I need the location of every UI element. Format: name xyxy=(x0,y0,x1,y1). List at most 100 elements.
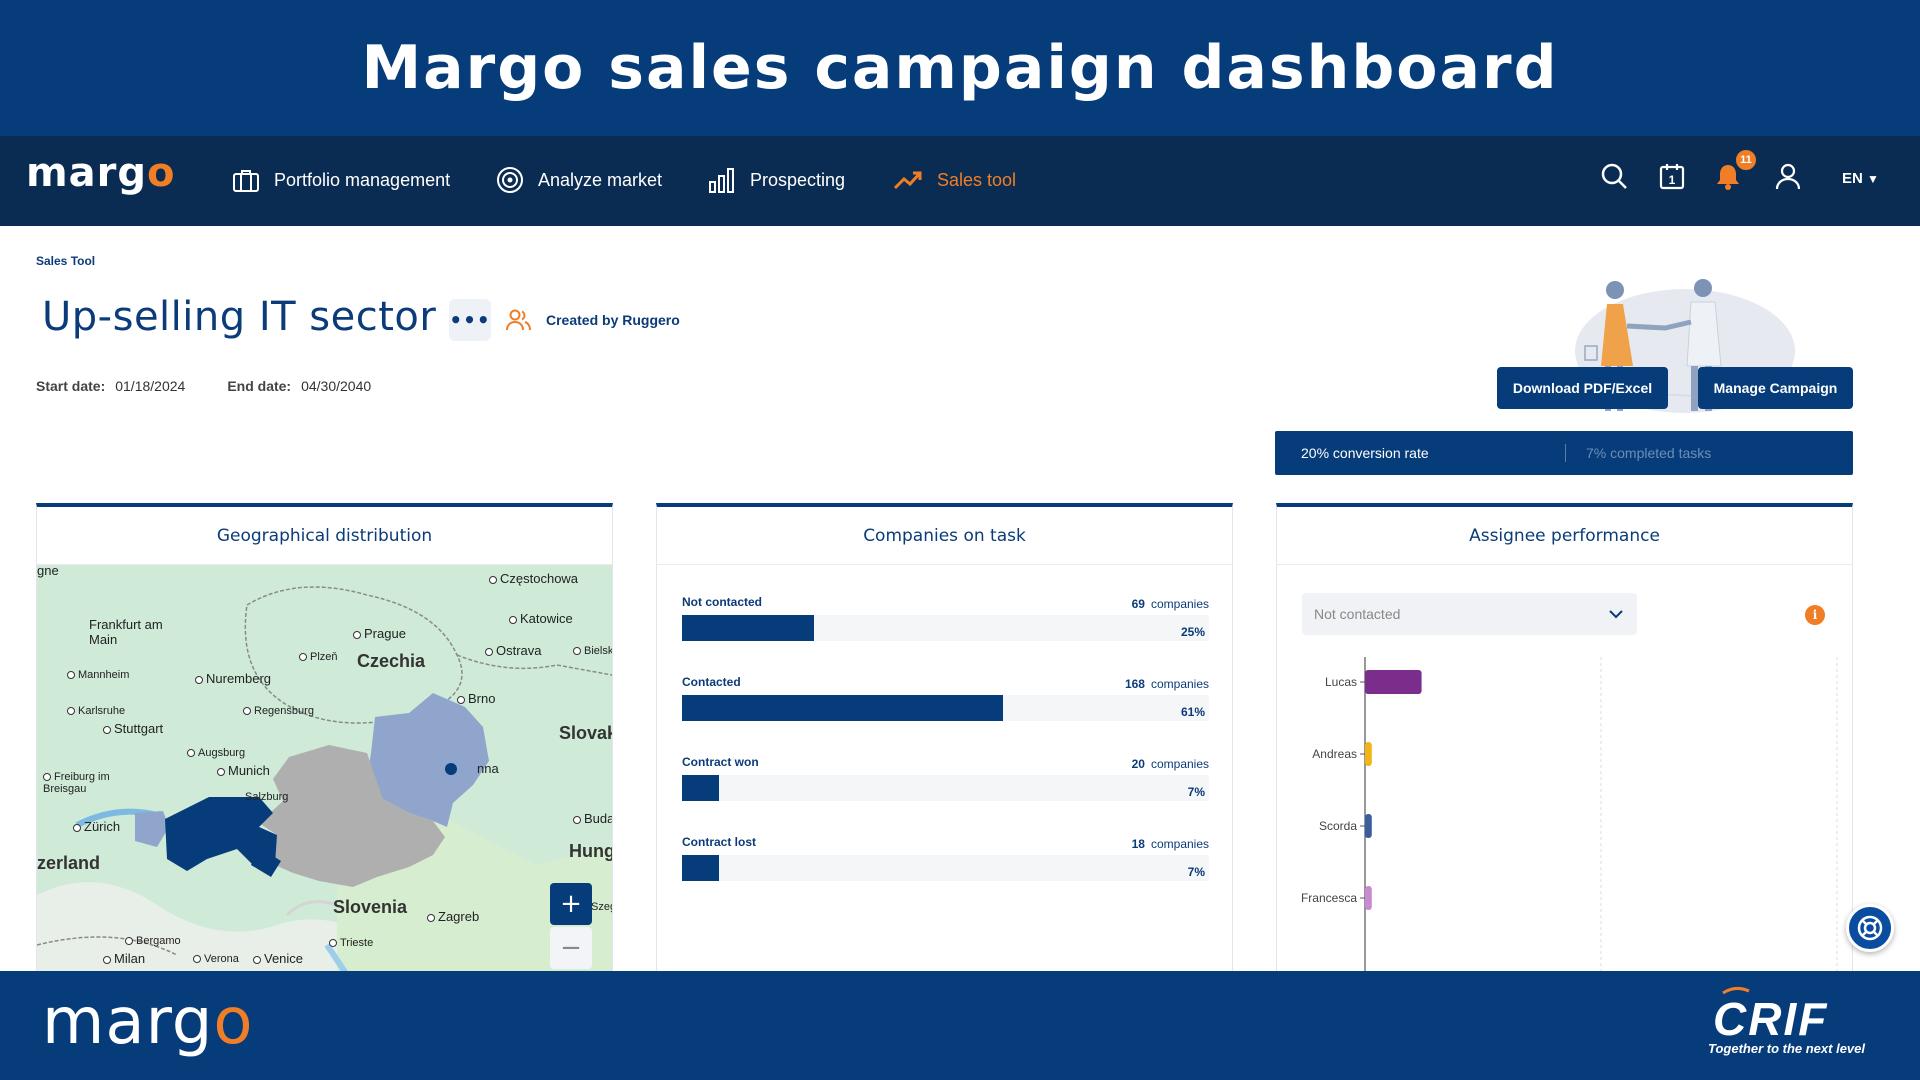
map-label-frankfurt: Frankfurt am Main xyxy=(89,617,163,647)
map-label-katowice: Katowice xyxy=(509,611,573,626)
assignee-bar[interactable] xyxy=(1365,742,1372,766)
manage-campaign-button[interactable]: Manage Campaign xyxy=(1698,367,1853,409)
map-label-czechia: Czechia xyxy=(357,651,426,671)
campaign-dates: Start date: 01/18/2024 End date: 04/30/2… xyxy=(36,378,413,394)
map-label-zagreb: Zagreb xyxy=(427,909,479,924)
map-label-hungary: Hung xyxy=(569,841,612,861)
campaign-stats-bar: 20% conversion rate 7% completed tasks xyxy=(1275,431,1853,475)
chevron-down-icon: ▼ xyxy=(1867,172,1879,186)
divider xyxy=(1565,444,1566,462)
map-label-ostrava: Ostrava xyxy=(485,643,542,658)
task-label: Contacted xyxy=(682,675,741,689)
nav-prospecting[interactable]: Prospecting xyxy=(708,162,845,198)
map-label-zurich: Zürich xyxy=(73,819,120,834)
account-button[interactable] xyxy=(1772,160,1804,192)
task-percent: 7% xyxy=(1187,785,1205,799)
language-label: EN xyxy=(1842,170,1863,187)
nav-portfolio-management[interactable]: Portfolio management xyxy=(232,162,450,198)
card-title: Companies on task xyxy=(657,507,1232,565)
map-label-prague: Prague xyxy=(353,626,406,641)
map-label-milan: Milan xyxy=(103,951,145,966)
margo-footer-logo: margo xyxy=(42,985,254,1059)
map-label-trieste: Trieste xyxy=(329,937,373,949)
task-row: Contract won 20 companies 7% xyxy=(682,755,1209,815)
task-progress-track xyxy=(682,695,1209,721)
search-button[interactable] xyxy=(1598,160,1630,192)
category-label: Francesca xyxy=(1301,891,1357,905)
created-by-label: Created by Ruggero xyxy=(546,312,680,328)
card-title: Assignee performance xyxy=(1277,507,1852,565)
start-date-label: Start date: xyxy=(36,378,106,394)
crif-logo: CRIF xyxy=(1713,986,1828,1045)
footer: margo CRIF Together to the next level xyxy=(0,971,1920,1080)
svg-text:CRIF: CRIF xyxy=(1713,993,1828,1045)
margo-logo[interactable]: margo xyxy=(26,150,176,196)
assignee-performance-card: Assignee performance Not contacted i Luc… xyxy=(1276,503,1853,971)
task-count-unit: companies xyxy=(1150,837,1209,851)
task-progress-fill xyxy=(682,615,814,641)
map-label-karlsruhe: Karlsruhe xyxy=(67,705,125,717)
map-background xyxy=(37,565,612,971)
svg-text:1: 1 xyxy=(1669,173,1676,187)
page-title: Up-selling IT sector xyxy=(42,294,437,340)
task-percent: 25% xyxy=(1180,625,1205,639)
bar-chart-icon xyxy=(709,168,734,193)
assignee-bar[interactable] xyxy=(1365,670,1422,694)
app-navbar xyxy=(0,136,1920,226)
geo-distribution-card: Geographical distribution Częst xyxy=(36,503,613,971)
map-label-stuttgart: Stuttgart xyxy=(103,721,163,736)
language-selector[interactable]: EN ▼ xyxy=(1842,170,1879,187)
map-label-munich: Munich xyxy=(217,763,270,778)
map[interactable]: Częstochowa gne Katowice Frankfurt am Ma… xyxy=(37,565,612,971)
briefcase-icon xyxy=(233,170,259,192)
task-count: 18 companies xyxy=(1132,837,1209,851)
more-options-button[interactable]: ••• xyxy=(449,299,491,341)
main-content: Sales Tool Up-selling IT sector ••• Crea… xyxy=(0,226,1920,971)
nav-sales-tool[interactable]: Sales tool xyxy=(893,162,1016,198)
map-label-salzburg: Salzburg xyxy=(245,791,289,803)
zoom-in-button[interactable]: + xyxy=(550,883,592,925)
task-row: Not contacted 69 companies 25% xyxy=(682,595,1209,655)
category-label: Scorda xyxy=(1319,819,1357,833)
map-label-czestochowa: Częstochowa xyxy=(489,571,578,586)
nav-analyze-market[interactable]: Analyze market xyxy=(496,162,662,198)
map-label-budapest: Buda xyxy=(573,811,612,826)
search-icon xyxy=(1601,163,1627,189)
more-dots-icon: ••• xyxy=(449,308,491,332)
user-icon xyxy=(1775,163,1801,190)
breadcrumb[interactable]: Sales Tool xyxy=(36,254,96,268)
map-label-bergamo: Bergamo xyxy=(125,935,181,947)
support-button[interactable] xyxy=(1846,904,1894,952)
map-label-augsburg: Augsburg xyxy=(187,747,245,759)
task-count-value: 69 xyxy=(1131,597,1145,611)
start-date-value: 01/18/2024 xyxy=(115,378,186,394)
map-label-brno: Brno xyxy=(457,691,495,706)
assignee-bar[interactable] xyxy=(1365,886,1372,910)
zoom-out-button[interactable]: − xyxy=(550,927,592,969)
map-label-verona: Verona xyxy=(193,953,239,965)
category-label: Lucas xyxy=(1325,675,1357,689)
notifications-button[interactable]: 11 xyxy=(1712,148,1758,192)
task-percent: 61% xyxy=(1180,705,1205,719)
created-by: Created by Ruggero xyxy=(506,309,680,331)
task-count-unit: companies xyxy=(1150,757,1209,771)
conversion-rate: 20% conversion rate xyxy=(1301,445,1429,461)
task-progress-fill xyxy=(682,695,1004,721)
task-progress-fill xyxy=(682,855,719,881)
notification-badge: 11 xyxy=(1734,148,1758,172)
map-label-venice: Venice xyxy=(253,951,303,966)
assignee-bar[interactable] xyxy=(1365,814,1372,838)
companies-on-task-card: Companies on task Not contacted 69 compani… xyxy=(656,503,1233,971)
info-icon[interactable]: i xyxy=(1805,605,1825,625)
task-count-unit: companies xyxy=(1150,597,1209,611)
trend-up-icon xyxy=(893,171,922,190)
end-date-value: 04/30/2040 xyxy=(301,378,372,394)
nav-label: Portfolio management xyxy=(274,169,451,190)
task-count-value: 168 xyxy=(1124,677,1145,691)
card-title: Geographical distribution xyxy=(37,507,612,565)
download-pdf-excel-button[interactable]: Download PDF/Excel xyxy=(1497,367,1668,409)
calendar-button[interactable]: 1 xyxy=(1656,160,1688,192)
map-label-szeg: Szeg xyxy=(591,901,612,913)
task-count-unit: companies xyxy=(1150,677,1209,691)
status-select[interactable]: Not contacted xyxy=(1302,593,1637,635)
